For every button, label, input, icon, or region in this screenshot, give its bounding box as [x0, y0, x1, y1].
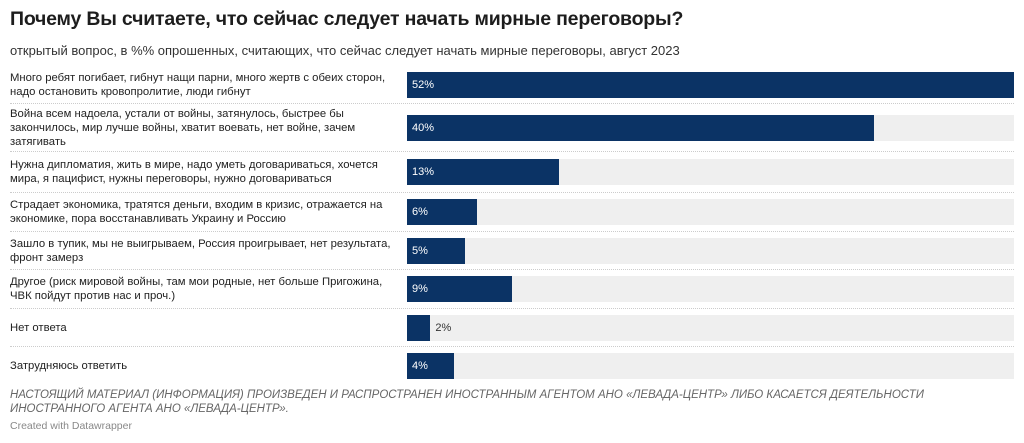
value-label: 6%	[412, 206, 428, 218]
category-label: Другое (риск мировой войны, там мои родн…	[10, 276, 383, 302]
bar-row: Затрудняюсь ответить 4%	[10, 347, 1014, 384]
category-label: Страдает экономика, тратятся деньги, вхо…	[10, 199, 383, 225]
bar-chart: Много ребят погибает, гибнут нащи парни,…	[10, 66, 1014, 384]
bar	[407, 314, 431, 341]
bar-track: 52%	[407, 71, 1014, 98]
chart-subtitle: открытый вопрос, в %% опрошенных, считаю…	[10, 43, 680, 58]
datawrapper-credit[interactable]: Created with Datawrapper	[10, 420, 132, 432]
bar	[407, 352, 454, 379]
value-label: 2%	[435, 321, 452, 334]
category-label: Нет ответа	[10, 321, 67, 334]
value-label: 4%	[412, 359, 428, 372]
bar-track: 6%	[407, 199, 1014, 225]
value-label: 40%	[412, 121, 435, 134]
chart-title: Почему Вы считаете, что сейчас следует н…	[10, 8, 684, 30]
value-label: 9%	[412, 283, 428, 295]
bar-track: 5%	[407, 237, 1014, 264]
category-label: Затрудняюсь ответить	[10, 359, 128, 372]
bar-row: Нет ответа 2%	[10, 309, 1014, 347]
bar-row: Страдает экономика, тратятся деньги, вхо…	[10, 193, 1014, 232]
bar-row: Другое (риск мировой войны, там мои родн…	[10, 270, 1014, 309]
bar-row: Зашло в тупик, мы не выигрываем, Россия …	[10, 232, 1014, 270]
foreign-agent-note: НАСТОЯЩИЙ МАТЕРИАЛ (ИНФОРМАЦИЯ) ПРОИЗВЕД…	[10, 389, 924, 415]
bar-track: 2%	[407, 314, 1014, 341]
bar-row: Нужна дипломатия, жить в мире, надо умет…	[10, 152, 1014, 193]
bar	[407, 159, 559, 185]
bar	[407, 276, 513, 302]
bar	[407, 199, 478, 225]
bar-track: 13%	[407, 159, 1014, 185]
bar	[407, 237, 466, 264]
value-label: 52%	[412, 78, 435, 91]
bar-track: 4%	[407, 352, 1014, 379]
category-label: Война всем надоела, устали от войны, зат…	[10, 107, 356, 148]
bar-row: Война всем надоела, устали от войны, зат…	[10, 104, 1014, 152]
bar-track: 40%	[407, 114, 1014, 141]
category-label: Нужна дипломатия, жить в мире, надо умет…	[10, 159, 378, 185]
category-label: Много ребят погибает, гибнут нащи парни,…	[10, 71, 386, 98]
bar-row: Много ребят погибает, гибнут нащи парни,…	[10, 66, 1014, 104]
bar	[407, 71, 1014, 98]
value-label: 5%	[412, 244, 428, 257]
category-label: Зашло в тупик, мы не выигрываем, Россия …	[10, 237, 391, 264]
value-label: 13%	[412, 166, 435, 178]
bar	[407, 114, 874, 141]
bar-track: 9%	[407, 276, 1014, 302]
